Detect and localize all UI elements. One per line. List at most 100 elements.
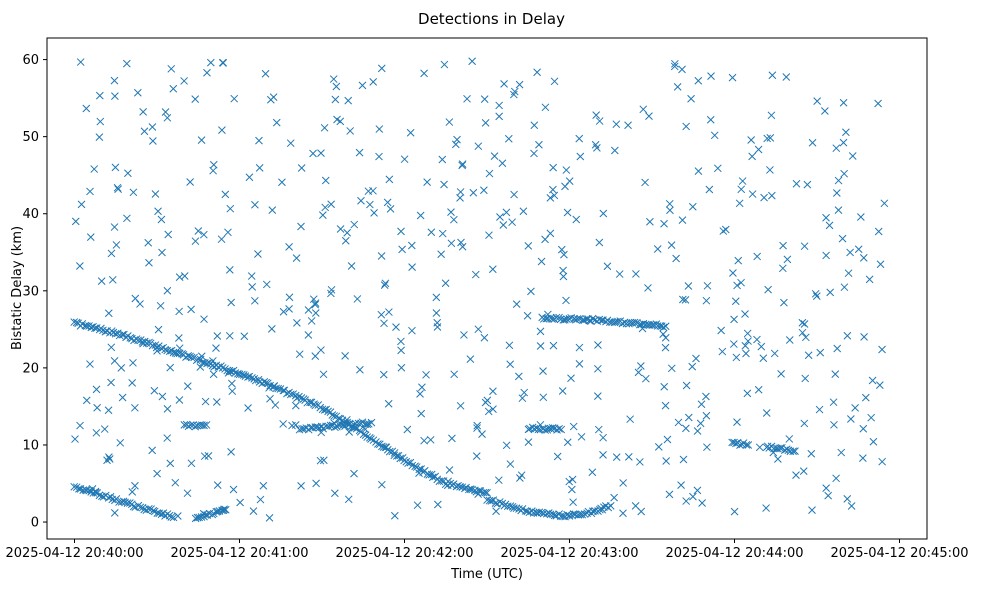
detection-point <box>537 257 546 266</box>
detection-point <box>480 333 489 342</box>
detection-point <box>524 438 533 447</box>
detection-point <box>703 443 711 452</box>
detection-point <box>822 484 831 493</box>
detection-point <box>506 502 515 510</box>
detection-point <box>520 388 529 397</box>
detection-point <box>572 215 581 224</box>
detection-point <box>265 383 273 392</box>
detection-point <box>636 458 644 466</box>
detection-point <box>163 434 172 442</box>
detection-point <box>824 491 833 500</box>
detection-point <box>107 249 116 258</box>
detection-point <box>485 231 493 240</box>
detection-point <box>345 428 354 436</box>
detection-point <box>110 508 119 517</box>
detection-point <box>560 315 569 324</box>
detection-point <box>271 401 280 409</box>
detection-point <box>549 185 557 194</box>
detection-point <box>693 427 702 435</box>
detection-point <box>612 453 621 461</box>
detection-point <box>456 401 465 410</box>
detection-point <box>128 379 137 387</box>
detection-point <box>744 441 753 449</box>
detection-point <box>468 485 476 494</box>
detection-point <box>144 238 153 247</box>
detection-point <box>762 504 770 512</box>
detection-point <box>344 495 353 504</box>
detection-point <box>838 234 847 243</box>
detection-point <box>164 230 173 239</box>
detection-point <box>821 107 829 115</box>
detection-point <box>555 424 563 433</box>
detection-point <box>588 468 597 477</box>
detection-point <box>175 344 184 353</box>
detection-point <box>800 320 809 328</box>
detection-point <box>599 451 607 459</box>
detection-point <box>153 469 161 478</box>
detection-point <box>110 76 119 85</box>
detection-point <box>644 284 652 292</box>
detection-point <box>876 260 885 269</box>
detection-point <box>661 333 670 342</box>
detection-point <box>77 200 86 209</box>
detection-point <box>558 387 567 395</box>
detection-point <box>737 278 745 287</box>
detection-point <box>606 502 615 510</box>
detection-point <box>653 245 662 253</box>
detection-point <box>559 272 568 281</box>
detection-point <box>593 364 602 373</box>
detection-point <box>860 333 868 341</box>
detection-point <box>76 262 84 270</box>
detection-point <box>500 80 508 88</box>
detection-point <box>614 317 622 326</box>
detection-point <box>375 152 383 161</box>
detection-point <box>575 343 584 352</box>
detection-point <box>533 68 541 77</box>
detection-point <box>251 200 259 209</box>
detection-point <box>167 64 176 73</box>
detection-point <box>803 180 812 189</box>
detection-point <box>285 243 293 251</box>
detection-point <box>678 295 687 304</box>
detection-point <box>589 507 597 516</box>
detection-point <box>309 149 317 158</box>
detection-point <box>737 185 746 194</box>
detection-point <box>433 500 442 509</box>
detection-point <box>718 347 727 356</box>
detection-point <box>636 362 645 370</box>
detection-point <box>212 398 221 406</box>
detection-point <box>594 425 603 434</box>
detection-point <box>230 94 239 103</box>
detection-point <box>597 504 605 513</box>
detection-point <box>626 415 634 424</box>
detection-point <box>321 203 330 212</box>
detection-point <box>384 399 393 408</box>
detection-point <box>729 269 737 277</box>
detection-point <box>377 64 386 73</box>
detection-point <box>187 305 195 314</box>
detection-point <box>681 295 690 304</box>
detection-point <box>92 428 101 437</box>
detection-point <box>111 92 119 101</box>
detection-point <box>673 83 682 91</box>
detection-point <box>183 382 192 391</box>
detection-point <box>117 364 126 372</box>
detection-point <box>400 456 408 465</box>
detection-point <box>487 497 496 505</box>
detection-point <box>536 420 545 429</box>
detection-point <box>297 222 305 231</box>
detection-point <box>792 471 800 480</box>
detection-point <box>200 315 208 324</box>
detection-point <box>550 315 559 323</box>
detection-point <box>541 235 549 244</box>
detection-point <box>829 398 838 407</box>
detection-point <box>562 166 571 174</box>
detection-point <box>86 360 94 368</box>
detection-point <box>741 310 749 318</box>
detection-point <box>317 346 325 354</box>
detection-point <box>713 164 722 173</box>
detection-point <box>422 370 430 379</box>
detection-point <box>107 343 116 352</box>
detection-point <box>776 444 785 452</box>
detection-point <box>451 140 460 149</box>
